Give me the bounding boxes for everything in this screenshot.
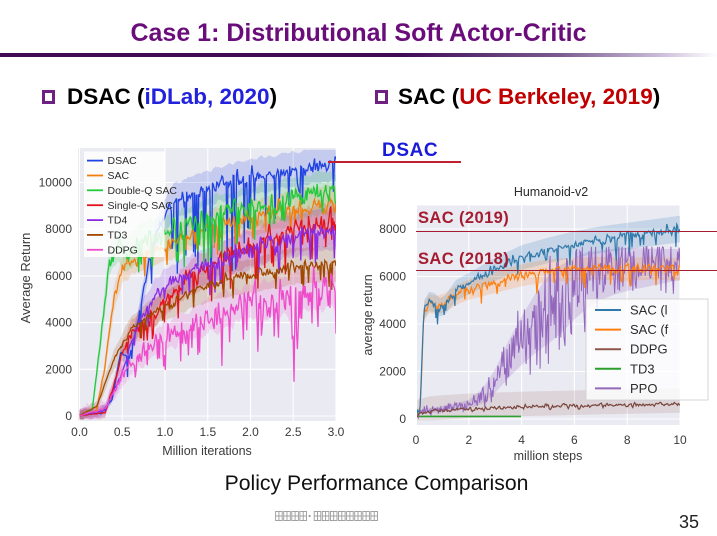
svg-text:DDPG: DDPG (630, 342, 668, 357)
svg-text:DSAC: DSAC (108, 155, 138, 167)
svg-text:SAC (f: SAC (f (630, 322, 669, 337)
svg-text:TD3: TD3 (108, 230, 128, 242)
svg-text:0: 0 (399, 412, 406, 426)
svg-text:SAC: SAC (108, 170, 130, 182)
svg-text:Double-Q SAC: Double-Q SAC (108, 185, 178, 197)
svg-text:2.5: 2.5 (285, 425, 302, 439)
svg-text:2.0: 2.0 (242, 425, 259, 439)
svg-text:2: 2 (465, 433, 472, 447)
svg-text:8000: 8000 (45, 222, 72, 236)
svg-text:average return: average return (361, 274, 375, 355)
svg-text:8000: 8000 (379, 222, 406, 236)
svg-text:TD4: TD4 (108, 215, 128, 227)
svg-text:4: 4 (518, 433, 525, 447)
svg-text:Million iterations: Million iterations (162, 444, 252, 458)
svg-text:6000: 6000 (379, 270, 406, 284)
svg-text:10: 10 (673, 433, 687, 447)
svg-text:0: 0 (65, 409, 72, 423)
svg-text:4000: 4000 (379, 317, 406, 331)
svg-text:TD3: TD3 (630, 361, 655, 376)
svg-text:3.0: 3.0 (328, 425, 345, 439)
svg-text:PPO: PPO (630, 381, 657, 396)
svg-text:2000: 2000 (45, 362, 72, 376)
svg-text:0.0: 0.0 (71, 425, 88, 439)
svg-text:4000: 4000 (45, 316, 72, 330)
svg-text:DDPG: DDPG (108, 244, 138, 256)
svg-text:Average Return: Average Return (18, 233, 33, 324)
svg-text:million steps: million steps (514, 449, 583, 463)
svg-text:8: 8 (624, 433, 631, 447)
svg-text:6000: 6000 (45, 269, 72, 283)
svg-text:0: 0 (413, 433, 420, 447)
svg-text:Single-Q SAC: Single-Q SAC (108, 200, 174, 212)
svg-text:Humanoid-v2: Humanoid-v2 (514, 185, 588, 199)
svg-text:0.5: 0.5 (114, 425, 131, 439)
svg-text:6: 6 (571, 433, 578, 447)
svg-text:1.5: 1.5 (199, 425, 216, 439)
svg-text:2000: 2000 (379, 365, 406, 379)
svg-text:SAC (l: SAC (l (630, 303, 668, 318)
svg-text:10000: 10000 (39, 176, 73, 190)
svg-text:1.0: 1.0 (157, 425, 174, 439)
